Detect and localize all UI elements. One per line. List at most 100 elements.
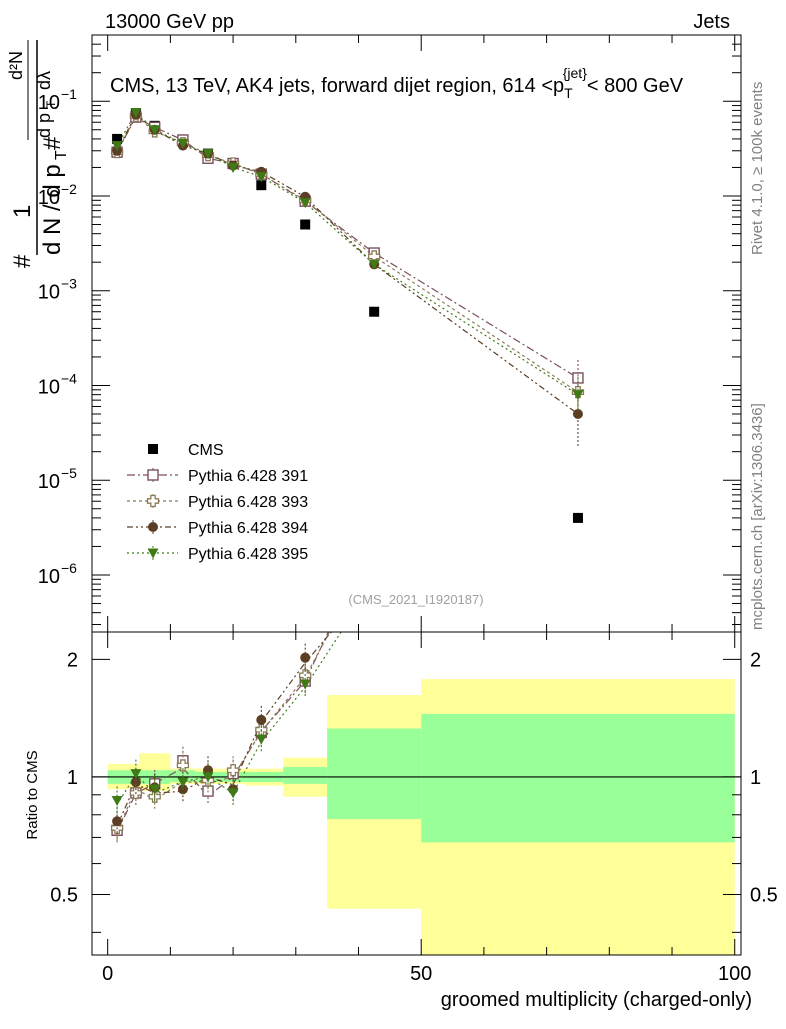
point-pythia-6-428-395-4 xyxy=(202,149,214,160)
line-pythia-6-428-394 xyxy=(116,113,579,415)
svg-text:#: # xyxy=(9,254,36,268)
point-cms-0 xyxy=(112,133,123,144)
y-tick-exp-main-1: −5 xyxy=(61,465,77,481)
ratio-point-pythia-6-428-395-6 xyxy=(255,734,267,745)
analysis-watermark: (CMS_2021_I1920187) xyxy=(348,592,483,607)
legend-marker-pythia-6-428-395 xyxy=(147,548,159,559)
point-pythia-6-428-394-9 xyxy=(572,408,583,419)
point-pythia-6-428-395-2 xyxy=(149,125,161,136)
svg-text:T: T xyxy=(44,100,58,108)
ratio-point-pythia-6-428-395-1 xyxy=(130,769,142,780)
ratio-line-pythia-6-428-391 xyxy=(116,632,330,832)
ratio-y-tick-label-right-2: 2 xyxy=(750,649,761,671)
line-pythia-6-428-395 xyxy=(116,111,579,396)
y-tick-label-main-3: 10 xyxy=(38,282,60,304)
ratio-point-pythia-6-428-394-7 xyxy=(300,652,311,663)
y-tick-exp-main-2: −4 xyxy=(61,370,77,386)
ratio-point-pythia-6-428-395-0 xyxy=(111,796,123,807)
ratio-line-pythia-6-428-394 xyxy=(116,632,333,826)
y-tick-exp-main-5: −1 xyxy=(61,86,77,102)
ratio-y-tick-label-right-0: 0.5 xyxy=(750,885,778,907)
y-tick-label-main-0: 10 xyxy=(38,566,60,588)
line-pythia-6-428-393 xyxy=(116,114,579,393)
point-pythia-6-428-395-1 xyxy=(130,108,142,119)
legend: CMS Pythia 6.428 391 Pythia 6.428 393 Pythi… xyxy=(127,442,308,563)
stat-uncertainty-band-6 xyxy=(327,728,422,820)
svg-text:#: # xyxy=(39,136,66,150)
ratio-line-pythia-6-428-393 xyxy=(116,632,331,832)
point-cms-7 xyxy=(300,219,311,230)
mcplots-reference-label: mcplots.cern.ch [arXiv:1306.3436] xyxy=(749,403,766,630)
header-left: 13000 GeV pp xyxy=(105,11,234,33)
main-plot-frame xyxy=(91,34,742,633)
point-pythia-6-428-395-6 xyxy=(255,172,267,183)
stat-uncertainty-band-7 xyxy=(421,713,735,843)
svg-text:d p: d p xyxy=(34,113,54,138)
legend-label-pythia-6-428-395: Pythia 6.428 395 xyxy=(188,546,308,563)
legend-label-pythia-6-428-394: Pythia 6.428 394 xyxy=(188,520,308,537)
ratio-point-pythia-6-428-393-3 xyxy=(176,759,190,772)
legend-marker-cms xyxy=(148,444,158,454)
ratio-point-pythia-6-428-395-2 xyxy=(149,784,161,795)
tick-labels: 10−610−510−410−310−210 −10.5 0.51 12 20 50 100 xyxy=(38,86,778,985)
y-tick-label-main-1: 10 xyxy=(38,471,60,493)
ratio-y-tick-label-right-1: 1 xyxy=(750,767,761,789)
svg-text:d²N: d²N xyxy=(6,51,26,80)
point-pythia-6-428-395-0 xyxy=(111,141,123,152)
ratio-point-pythia-6-428-394-1 xyxy=(130,777,141,788)
legend-marker-pythia-6-428-393 xyxy=(146,494,160,508)
ratio-point-pythia-6-428-395-5 xyxy=(227,788,239,799)
x-tick-label-0: 0 xyxy=(102,963,113,985)
point-pythia-6-428-395-3 xyxy=(177,138,189,149)
ratio-point-pythia-6-428-395-3 xyxy=(177,777,189,788)
rivet-version-label: Rivet 4.1.0, ≥ 100k events xyxy=(749,82,766,255)
svg-text:dλ: dλ xyxy=(34,71,54,90)
legend-marker-pythia-6-428-394 xyxy=(148,522,158,532)
ratio-y-tick-label-left-1: 1 xyxy=(67,767,78,789)
point-cms-6 xyxy=(256,180,267,191)
ratio-y-tick-label-left-0: 0.5 xyxy=(50,885,78,907)
ratio-point-pythia-6-428-393-5 xyxy=(226,764,240,777)
legend-marker-pythia-6-428-391 xyxy=(147,469,159,481)
ratio-point-pythia-6-428-395-7 xyxy=(299,679,311,690)
svg-text:1: 1 xyxy=(9,205,36,218)
x-tick-label-1: 50 xyxy=(410,963,432,985)
y-tick-label-main-2: 10 xyxy=(38,376,60,398)
y-tick-exp-main-0: −6 xyxy=(61,560,77,576)
legend-label-pythia-6-428-393: Pythia 6.428 393 xyxy=(188,494,308,511)
legend-label-pythia-6-428-391: Pythia 6.428 391 xyxy=(188,468,308,485)
ratio-markers xyxy=(110,643,312,845)
ratio-plot-frame xyxy=(91,631,742,956)
main-markers xyxy=(110,108,585,523)
ratio-series-lines xyxy=(116,632,342,832)
legend-label-cms: CMS xyxy=(188,442,224,459)
point-pythia-6-428-395-8 xyxy=(368,259,380,270)
ratio-ylabel: Ratio to CMS xyxy=(24,750,41,839)
y-tick-label-main-5: 10 xyxy=(38,92,60,114)
x-axis-label: groomed multiplicity (charged-only) xyxy=(441,989,752,1011)
point-pythia-6-428-395-7 xyxy=(299,198,311,209)
y-tick-label-main-4: 10 xyxy=(38,187,60,209)
ratio-point-pythia-6-428-394-0 xyxy=(112,816,123,827)
ratio-point-pythia-6-428-394-6 xyxy=(256,714,267,725)
main-ylabel: # 1 d N / d p T # d²N d p T dλ xyxy=(6,40,70,268)
svg-text:T: T xyxy=(53,150,70,160)
point-pythia-6-428-395-5 xyxy=(227,162,239,173)
point-cms-8 xyxy=(369,306,380,317)
header-right: Jets xyxy=(693,11,730,33)
line-pythia-6-428-391 xyxy=(116,116,579,379)
chart-title: CMS, 13 TeV, AK4 jets, forward dijet reg… xyxy=(110,65,684,101)
ratio-y-tick-label-left-2: 2 xyxy=(67,649,78,671)
y-tick-exp-main-4: −2 xyxy=(61,181,77,197)
svg-text:d N / d p: d N / d p xyxy=(39,164,66,255)
axis-ticks xyxy=(92,34,741,955)
stat-uncertainty-band-5 xyxy=(283,767,328,784)
main-series-lines xyxy=(116,111,579,415)
y-tick-exp-main-3: −3 xyxy=(61,276,77,292)
point-pythia-6-428-395-9 xyxy=(572,390,584,401)
point-cms-9 xyxy=(572,512,583,523)
ratio-point-pythia-6-428-395-4 xyxy=(202,772,214,783)
x-tick-label-2: 100 xyxy=(718,963,751,985)
